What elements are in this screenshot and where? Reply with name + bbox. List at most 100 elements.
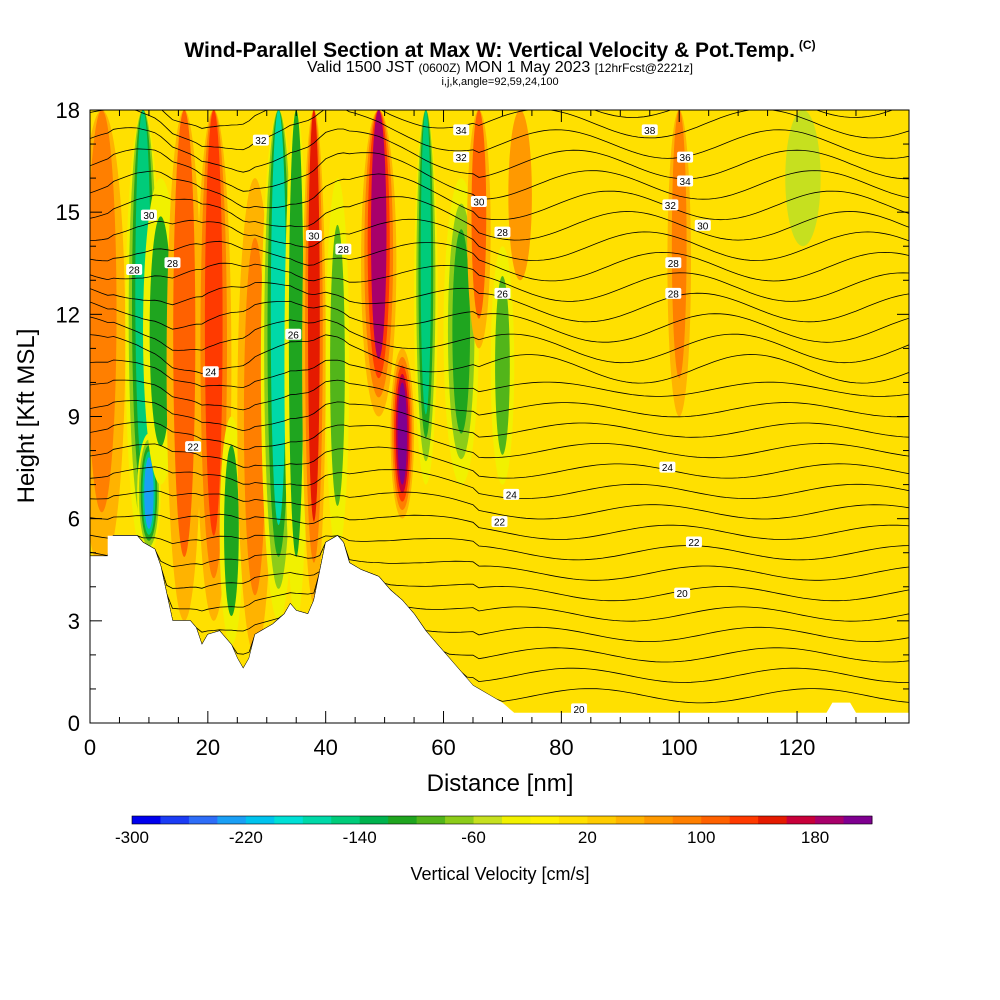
theta-label-text: 30 [308,232,320,243]
theta-label: 28 [126,264,143,277]
theta-label-text: 30 [697,221,709,232]
theta-contour [90,535,909,622]
velocity-cell [90,110,117,513]
theta-label-text: 24 [662,463,674,474]
theta-label-text: 22 [494,518,506,529]
velocity-cell [144,457,154,529]
y-tick-label: 15 [56,200,80,225]
copyright-mark: (C) [798,38,816,52]
y-tick-label: 18 [56,98,80,123]
theta-label: 38 [641,124,658,137]
colorbar-swatch [729,816,759,824]
theta-contour [90,218,909,261]
theta-label: 24 [659,461,676,474]
theta-label-bg [164,257,181,269]
theta-contour [90,535,909,581]
theta-label-bg [677,151,694,163]
theta-label-text: 28 [497,228,509,239]
theta-label: 20 [571,703,588,716]
chart-subtitle: Valid 1500 JST (0600Z) MON 1 May 2023 [1… [0,59,1000,77]
theta-label-bg [494,226,511,238]
theta-contour [90,170,909,221]
velocity-cell [330,224,345,506]
theta-label: 26 [285,328,302,341]
colorbar-swatch [416,816,446,824]
theta-label-bg [126,264,143,276]
theta-label: 30 [140,209,157,222]
velocity-cell [508,110,532,281]
theta-contour [90,400,909,438]
theta-label-bg [685,536,702,548]
theta-label-text: 28 [167,259,179,270]
theta-contour [90,300,909,343]
theta-label-text: 26 [497,289,509,300]
velocity-cell [785,110,821,247]
colorbar-swatch [786,816,816,824]
colorbar-frame [131,815,873,825]
colorbar-swatch [558,816,588,824]
colorbar-swatch [217,816,247,824]
colorbar-swatch [502,816,531,824]
theta-label: 28 [494,226,511,239]
y-tick-label: 3 [68,609,80,634]
theta-contour [90,127,909,180]
theta-label-text: 24 [205,368,217,379]
colorbar-tick-label: 100 [687,828,715,847]
theta-contour-labels: 32 30 28 28 30 28 26 24 22 34 32 30 28 26 38 36 34 32 30 28… [126,124,711,716]
theta-label-text: 36 [680,153,692,164]
theta-contour [90,316,909,364]
theta-label: 28 [665,287,682,300]
theta-label-bg [202,366,219,378]
theta-label: 28 [665,257,682,270]
colorbar: -300 -220 -140 -60 20 100 180 [115,815,873,847]
velocity-cell [370,110,387,360]
theta-contour [90,240,909,282]
x-axis-label: Distance [nm] [427,770,574,797]
colorbar-swatch [331,816,361,824]
theta-label-text: 28 [129,266,141,277]
theta-label-text: 32 [665,201,677,212]
theta-label-bg [659,461,676,473]
theta-label-text: 34 [680,177,692,188]
theta-label: 22 [685,536,702,549]
theta-contour [90,359,909,397]
theta-label-text: 28 [668,259,680,270]
theta-label-bg [677,175,694,187]
colorbar-swatch [701,816,731,824]
theta-contour [90,490,909,520]
colorbar-swatch [615,816,645,824]
velocity-cell [270,110,287,525]
velocity-cell [149,216,172,447]
theta-label-bg [185,441,202,453]
velocity-cell [671,110,687,379]
theta-label: 32 [662,199,679,212]
theta-label-text: 34 [456,126,468,137]
theta-label-text: 24 [506,490,518,501]
theta-label: 22 [185,441,202,454]
theta-contour [90,334,909,384]
theta-label-bg [694,219,711,231]
theta-label: 36 [677,151,694,164]
theta-label: 28 [335,243,352,256]
x-tick-label: 0 [84,735,96,760]
theta-label-bg [662,199,679,211]
y-tick-label: 6 [68,507,80,532]
theta-label-bg [453,124,470,136]
theta-contour [90,535,909,642]
y-tick-label: 0 [68,711,80,736]
theta-label: 24 [503,488,520,501]
theta-contour [90,262,909,302]
theta-label-bg [641,124,658,136]
theta-contour [90,421,909,459]
colorbar-swatch [274,816,304,824]
theta-label: 24 [202,366,219,379]
theta-contour [90,148,909,200]
theta-label: 22 [491,516,508,529]
y-axis-label: Height [Kft MSL] [13,329,40,504]
theta-label-text: 26 [288,330,300,341]
velocity-cell [495,276,510,455]
theta-contour [90,379,909,418]
theta-contour [90,534,909,561]
